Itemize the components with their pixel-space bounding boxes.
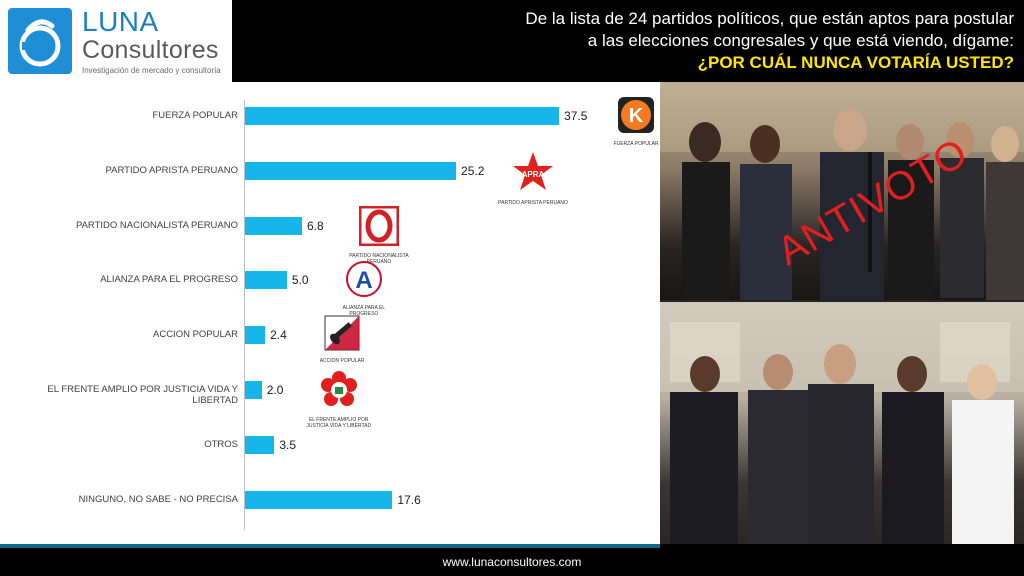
logo-caption: ALIANZA PARA EL PROGRESO xyxy=(342,305,386,318)
category-label: ACCION POPULAR xyxy=(153,329,238,341)
bar xyxy=(245,490,393,509)
bar xyxy=(245,435,275,454)
data-label: 37.5 xyxy=(564,109,588,123)
logo-caption: FUERZA POPULAR xyxy=(613,141,659,147)
bar xyxy=(245,271,287,290)
bar xyxy=(245,216,302,235)
company-logo: LUNA Consultores Investigación de mercad… xyxy=(0,0,232,82)
question-text: De la lista de 24 partidos políticos, qu… xyxy=(254,8,1014,74)
data-label: 6.8 xyxy=(306,218,324,233)
data-label: 25.2 xyxy=(461,163,485,178)
category-label: ALIANZA PARA EL PROGRESO xyxy=(100,274,238,286)
category-label: OTROS xyxy=(204,438,238,450)
bar xyxy=(245,161,457,180)
luna-logo-icon xyxy=(8,8,72,74)
website-link[interactable]: www.lunaconsultores.com xyxy=(442,555,582,569)
bar xyxy=(245,381,262,399)
data-label: 2.4 xyxy=(270,328,287,343)
svg-text:A: A xyxy=(355,267,372,294)
logo-caption: ACCION POPULAR xyxy=(319,358,365,365)
bar-chart: FUERZA POPULAR 37.5 K FUERZA POPULAR PARTIDO… xyxy=(0,82,660,544)
category-label: FUERZA POPULAR xyxy=(152,110,238,121)
category-label: PARTIDO NACIONALISTA PERUANO xyxy=(75,219,238,231)
press-photo-top xyxy=(660,82,1024,300)
press-photo-bottom xyxy=(660,302,1024,544)
nacionalista-logo: PARTIDO NACIONALISTA PERUANO xyxy=(344,205,414,265)
fuerza-popular-logo: K FUERZA POPULAR xyxy=(601,96,671,147)
category-label: NINGUNO, NO SABE - NO PRECISA xyxy=(78,493,238,505)
category-label: PARTIDO APRISTA PERUANO xyxy=(105,164,238,176)
logo-name-2: Consultores xyxy=(82,36,219,64)
footer-accent-line xyxy=(0,544,660,548)
y-axis-line xyxy=(244,100,245,530)
category-label: EL FRENTE AMPLIO POR JUSTICIA VIDA Y LIB… xyxy=(47,384,238,406)
header: LUNA Consultores Investigación de mercad… xyxy=(0,0,1024,82)
logo-tagline: Investigación de mercado y consultoría xyxy=(82,66,221,75)
logo-caption: PARTIDO NACIONALISTA PERUANO xyxy=(349,252,409,265)
svg-text:APRA: APRA xyxy=(522,170,545,179)
frente-amplio-logo: EL FRENTE AMPLIO POR JUSTICIA VIDA Y LIB… xyxy=(304,370,374,429)
accion-popular-logo: ACCION POPULAR xyxy=(307,315,377,364)
logo-caption: PARTIDO APRISTA PERUANO xyxy=(498,199,568,206)
logo-caption: EL FRENTE AMPLIO POR JUSTICIA VIDA Y LIB… xyxy=(306,417,372,429)
app-logo: A ALIANZA PARA EL PROGRESO xyxy=(329,260,399,317)
logo-name: LUNA xyxy=(82,6,159,37)
data-label: 2.0 xyxy=(266,383,284,397)
bar xyxy=(245,326,266,345)
photo-panel xyxy=(660,82,1024,544)
question-line-1: De la lista de 24 partidos políticos, qu… xyxy=(525,9,1014,28)
bar xyxy=(245,107,560,125)
data-label: 17.6 xyxy=(397,492,421,507)
apra-logo: APRA PARTIDO APRISTA PERUANO xyxy=(498,151,568,206)
data-label: 5.0 xyxy=(291,273,309,288)
svg-text:K: K xyxy=(629,105,644,127)
question-highlight: ¿POR CUÁL NUNCA VOTARÍA USTED? xyxy=(697,53,1014,72)
question-line-2: a las elecciones congresales y que está … xyxy=(587,31,1014,50)
footer: www.lunaconsultores.com xyxy=(0,548,1024,576)
data-label: 3.5 xyxy=(279,437,296,452)
